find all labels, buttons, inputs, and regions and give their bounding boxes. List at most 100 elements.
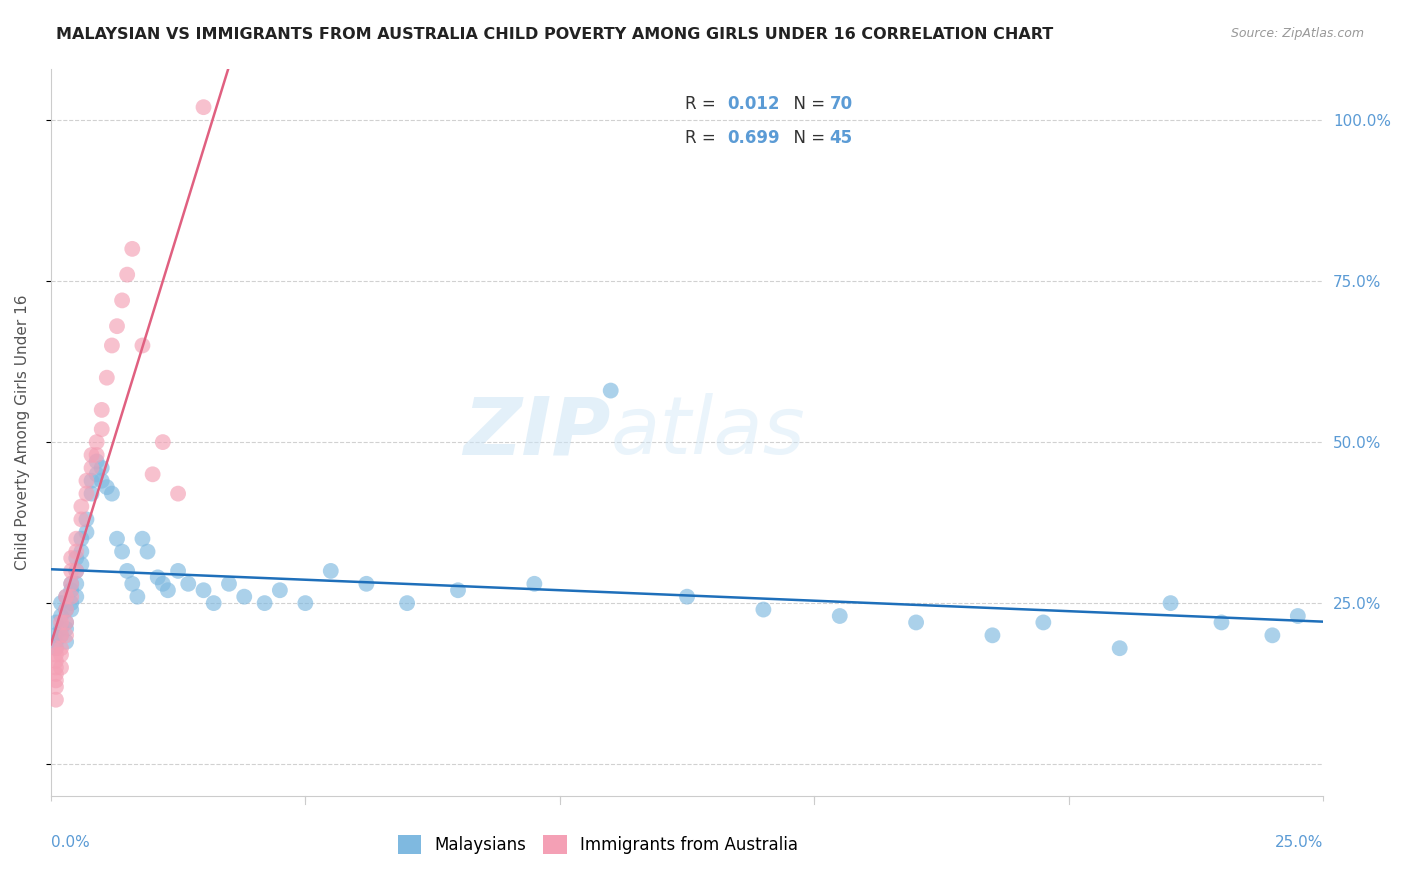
Point bbox=[60, 590, 83, 604]
Point bbox=[49, 615, 72, 630]
Point bbox=[60, 551, 83, 566]
Point bbox=[60, 602, 83, 616]
Text: 0.012: 0.012 bbox=[727, 95, 779, 113]
Text: Source: ZipAtlas.com: Source: ZipAtlas.com bbox=[1230, 27, 1364, 40]
Point bbox=[253, 596, 276, 610]
Point bbox=[905, 615, 928, 630]
Point bbox=[1160, 596, 1182, 610]
Y-axis label: Child Poverty Among Girls Under 16: Child Poverty Among Girls Under 16 bbox=[15, 294, 30, 570]
Point bbox=[142, 467, 165, 482]
Point bbox=[218, 576, 240, 591]
Point bbox=[45, 628, 67, 642]
Point bbox=[131, 532, 153, 546]
Text: N =: N = bbox=[783, 129, 831, 147]
Point bbox=[90, 474, 112, 488]
Point bbox=[60, 576, 83, 591]
Point bbox=[70, 544, 93, 558]
Point bbox=[86, 448, 108, 462]
Point bbox=[111, 544, 134, 558]
Point bbox=[45, 615, 67, 630]
Point bbox=[49, 622, 72, 636]
Point bbox=[1211, 615, 1233, 630]
Point bbox=[65, 564, 87, 578]
Text: R =: R = bbox=[685, 129, 721, 147]
Point bbox=[396, 596, 419, 610]
Point bbox=[45, 673, 67, 688]
Point bbox=[676, 590, 699, 604]
Point bbox=[90, 422, 112, 436]
Point bbox=[105, 532, 128, 546]
Point bbox=[80, 486, 103, 500]
Point bbox=[70, 532, 93, 546]
Point bbox=[65, 532, 87, 546]
Point bbox=[136, 544, 159, 558]
Point bbox=[111, 293, 134, 308]
Text: N =: N = bbox=[783, 95, 831, 113]
Point bbox=[75, 525, 97, 540]
Point bbox=[1108, 641, 1130, 656]
Point bbox=[152, 435, 174, 450]
Point bbox=[599, 384, 621, 398]
Text: MALAYSIAN VS IMMIGRANTS FROM AUSTRALIA CHILD POVERTY AMONG GIRLS UNDER 16 CORREL: MALAYSIAN VS IMMIGRANTS FROM AUSTRALIA C… bbox=[56, 27, 1053, 42]
Point bbox=[55, 622, 77, 636]
Point bbox=[49, 628, 72, 642]
Point bbox=[70, 558, 93, 572]
Point bbox=[269, 583, 291, 598]
Point bbox=[96, 370, 118, 384]
Point bbox=[75, 474, 97, 488]
Point bbox=[55, 615, 77, 630]
Point bbox=[80, 474, 103, 488]
Point bbox=[523, 576, 546, 591]
Text: 0.0%: 0.0% bbox=[51, 835, 90, 850]
Point bbox=[60, 564, 83, 578]
Text: R =: R = bbox=[685, 95, 721, 113]
Point bbox=[101, 486, 124, 500]
Point bbox=[49, 628, 72, 642]
Point bbox=[177, 576, 200, 591]
Point bbox=[45, 654, 67, 668]
Point bbox=[121, 576, 143, 591]
Point bbox=[101, 338, 124, 352]
Point bbox=[202, 596, 225, 610]
Point bbox=[90, 403, 112, 417]
Point bbox=[45, 667, 67, 681]
Point bbox=[55, 628, 77, 642]
Point bbox=[45, 641, 67, 656]
Point bbox=[1032, 615, 1054, 630]
Point bbox=[156, 583, 179, 598]
Point bbox=[86, 467, 108, 482]
Point bbox=[1261, 628, 1284, 642]
Point bbox=[45, 641, 67, 656]
Point bbox=[447, 583, 470, 598]
Point bbox=[60, 583, 83, 598]
Point bbox=[80, 448, 103, 462]
Point bbox=[121, 242, 143, 256]
Point bbox=[1286, 609, 1309, 624]
Point bbox=[60, 596, 83, 610]
Point bbox=[96, 480, 118, 494]
Point bbox=[828, 609, 851, 624]
Legend: Malaysians, Immigrants from Australia: Malaysians, Immigrants from Australia bbox=[391, 828, 804, 861]
Text: atlas: atlas bbox=[610, 393, 806, 472]
Point bbox=[981, 628, 1004, 642]
Point bbox=[146, 570, 169, 584]
Point bbox=[45, 634, 67, 648]
Point bbox=[105, 319, 128, 334]
Point bbox=[49, 648, 72, 662]
Text: 45: 45 bbox=[830, 129, 852, 147]
Point bbox=[193, 583, 215, 598]
Point bbox=[152, 576, 174, 591]
Point bbox=[115, 564, 138, 578]
Point bbox=[86, 435, 108, 450]
Point bbox=[167, 486, 190, 500]
Point bbox=[49, 641, 72, 656]
Point bbox=[55, 615, 77, 630]
Point bbox=[55, 602, 77, 616]
Point bbox=[55, 590, 77, 604]
Point bbox=[70, 512, 93, 526]
Point bbox=[90, 461, 112, 475]
Point bbox=[55, 634, 77, 648]
Point bbox=[75, 486, 97, 500]
Point bbox=[45, 648, 67, 662]
Point bbox=[193, 100, 215, 114]
